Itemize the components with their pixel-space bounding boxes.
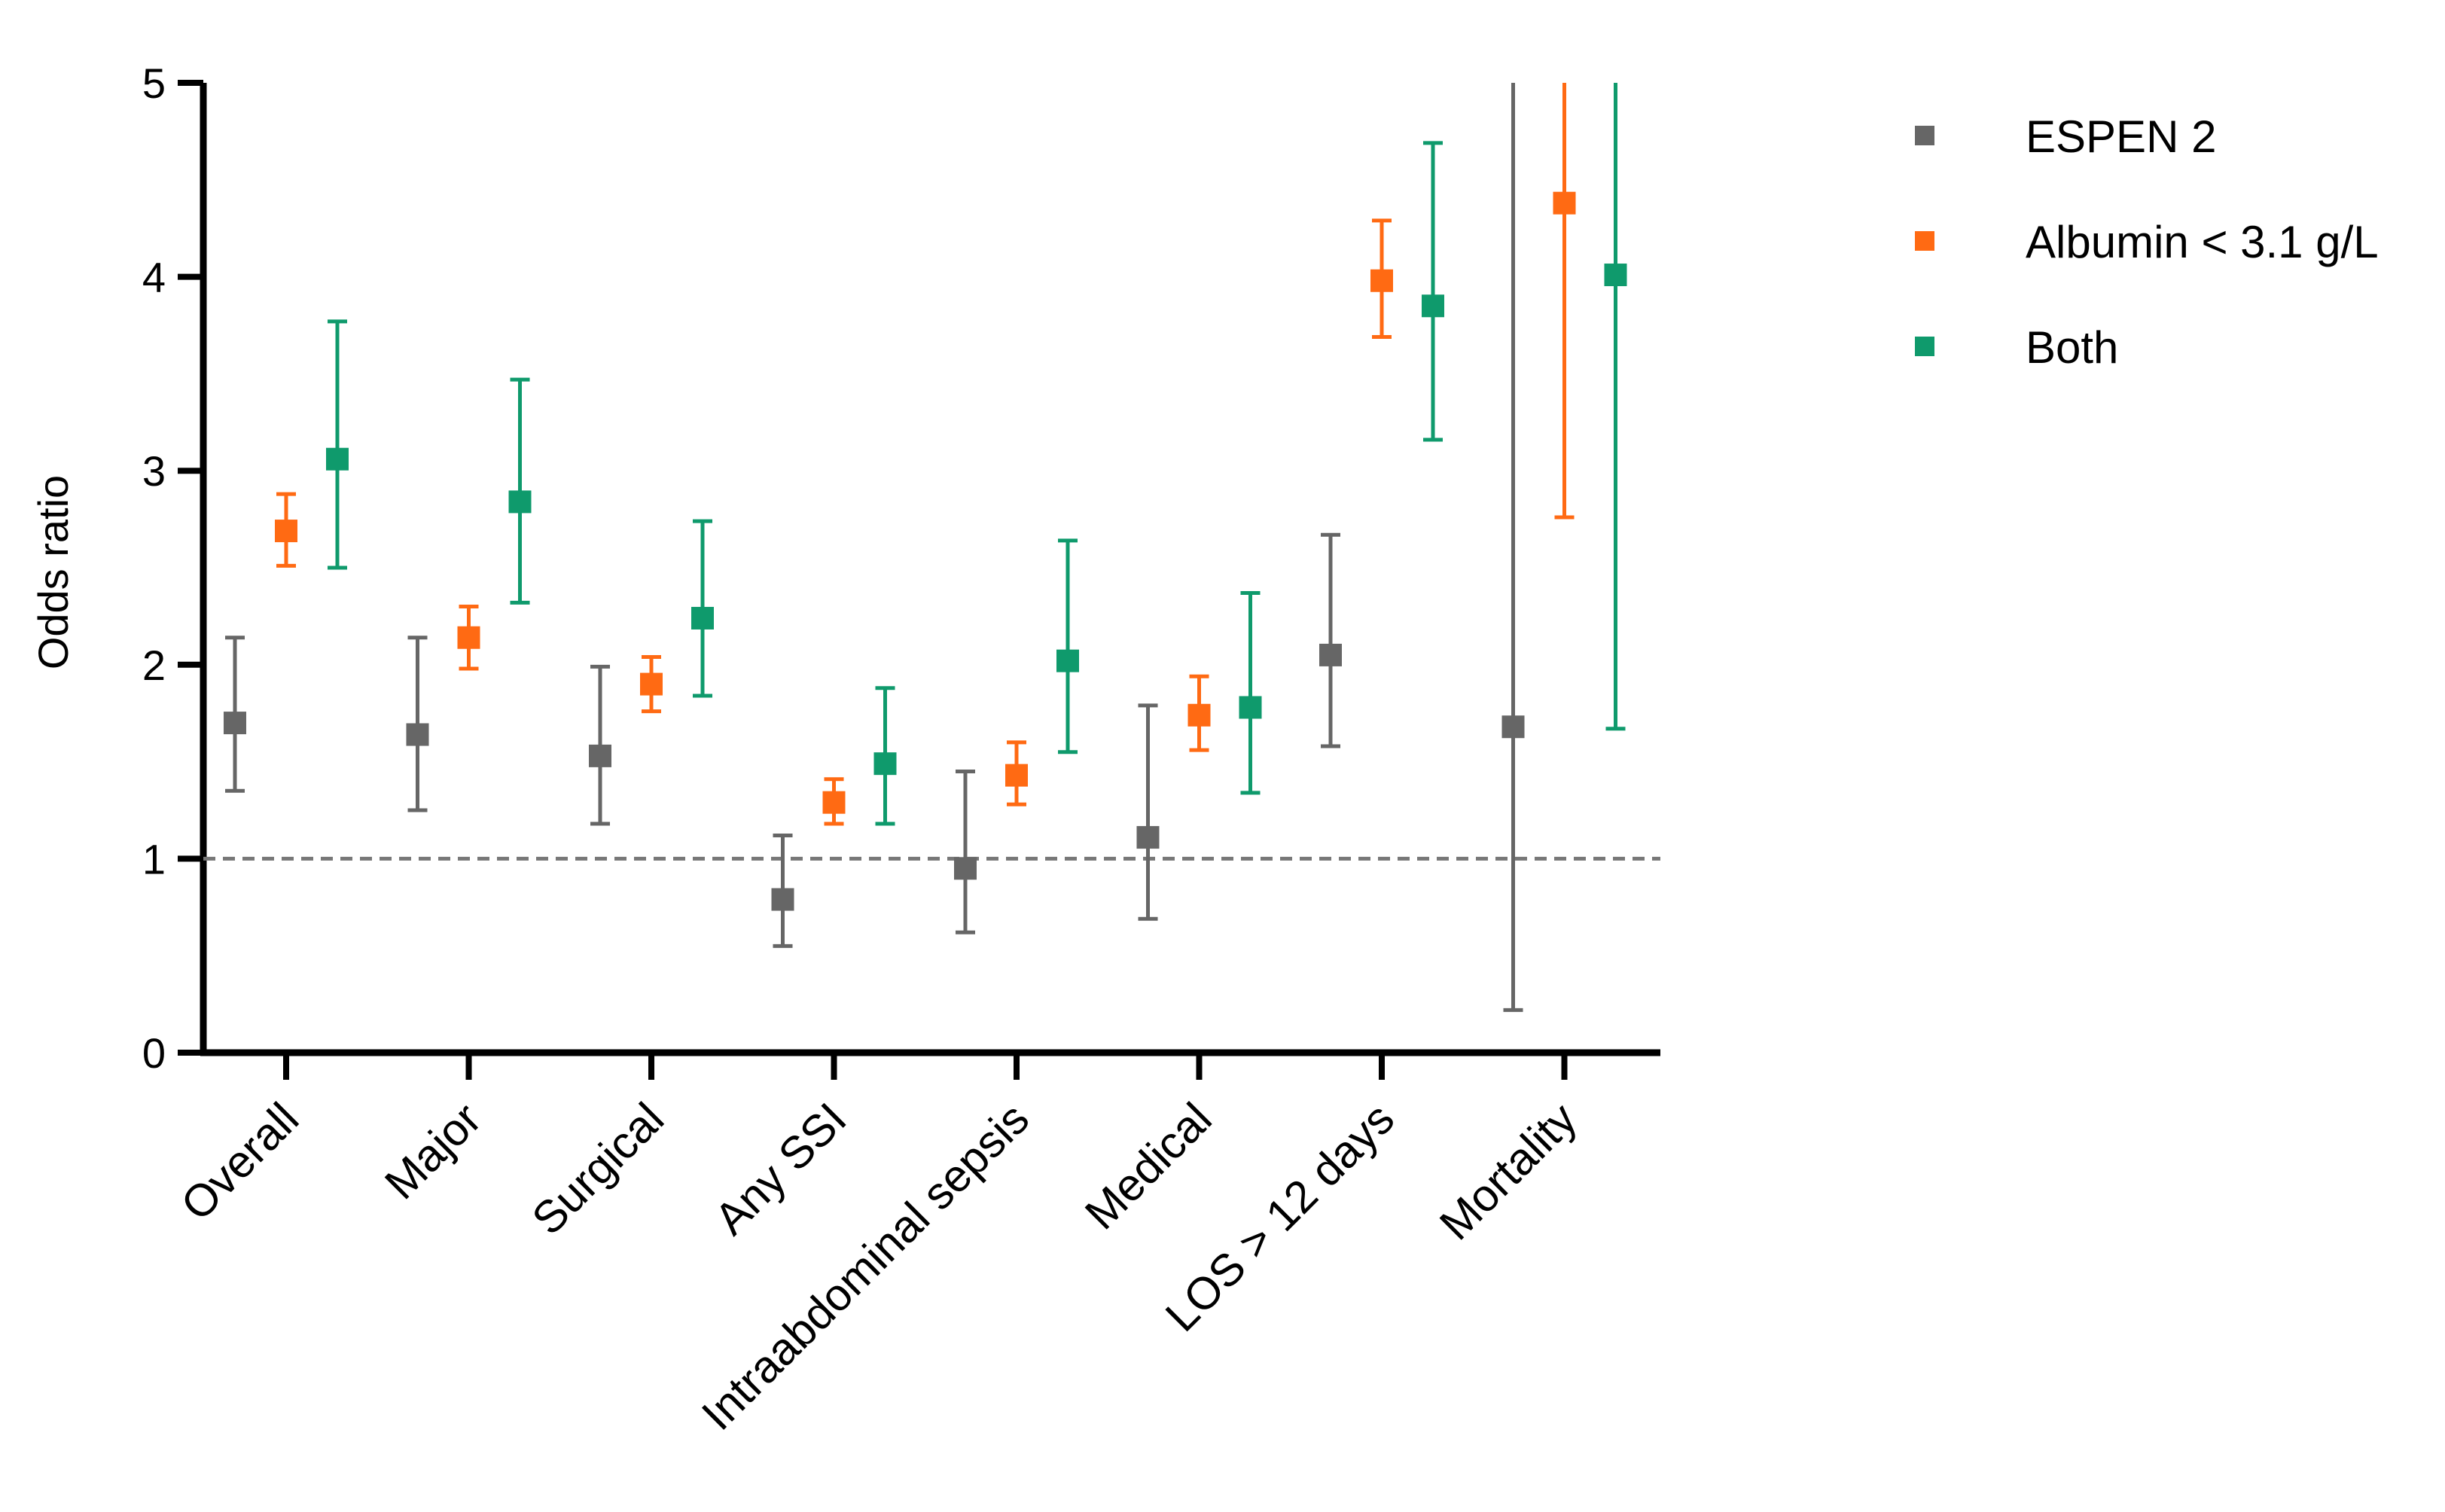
category-label-mortality: Mortality <box>1430 1093 1587 1250</box>
category-label-surgical: Surgical <box>523 1093 674 1245</box>
y-tick-label: 4 <box>142 254 166 301</box>
category-labels: Overall Major Surgical Any SSIIntraabdomina… <box>171 1093 1586 1440</box>
point-marker <box>1370 269 1393 292</box>
category-label-major: Major <box>375 1093 490 1209</box>
y-tick-label: 3 <box>142 447 166 495</box>
point-marker <box>224 712 246 735</box>
legend-label-espen-2: ESPEN 2 <box>2026 111 2216 162</box>
point-marker <box>1501 715 1525 739</box>
y-axis-title: Odds ratio <box>29 475 77 669</box>
point-marker <box>1136 826 1160 849</box>
series-espen-2 <box>224 83 1525 1012</box>
y-tick-label: 5 <box>142 59 166 107</box>
axes: 0 1 2 3 4 5 <box>142 59 1660 1080</box>
category-label-overall: Overall <box>171 1093 308 1230</box>
point-marker <box>1422 294 1444 318</box>
point-marker <box>873 752 897 776</box>
legend-swatch-both <box>1915 337 1934 356</box>
point-marker <box>771 888 794 911</box>
series-both <box>326 83 1627 826</box>
point-marker <box>640 672 663 696</box>
point-marker <box>1187 703 1211 727</box>
point-marker <box>1056 649 1079 672</box>
category-label-intraabdominal-sepsis: Intraabdominal sepsis <box>692 1093 1038 1440</box>
point-marker <box>1239 696 1262 719</box>
y-tick-label: 1 <box>142 835 166 883</box>
legend-swatch-albumin-3-1-g-l <box>1915 231 1934 251</box>
category-label-medical: Medical <box>1075 1093 1221 1239</box>
series-albumin-3-1-g-l <box>275 83 1576 826</box>
point-marker <box>1319 643 1342 666</box>
category-label-any-ssi: Any SSI <box>705 1093 856 1245</box>
point-marker <box>1604 264 1627 287</box>
point-marker <box>589 744 611 767</box>
point-marker <box>275 520 297 543</box>
legend: ESPEN 2 Albumin < 3.1 g/L Both <box>1915 111 2379 373</box>
legend-swatch-espen-2 <box>1915 126 1934 145</box>
point-marker <box>457 626 480 649</box>
legend-label-albumin-3-1-g-l: Albumin < 3.1 g/L <box>2026 217 2379 267</box>
point-marker <box>954 857 977 880</box>
point-marker <box>691 606 714 629</box>
point-marker <box>326 447 349 471</box>
series-group <box>224 83 1627 1012</box>
point-marker <box>508 490 532 514</box>
legend-label-both: Both <box>2026 322 2118 373</box>
point-marker <box>1005 764 1028 787</box>
point-marker <box>1553 191 1576 215</box>
y-tick-label: 0 <box>142 1029 166 1077</box>
point-marker <box>822 791 846 814</box>
point-marker <box>406 723 429 746</box>
y-tick-label: 2 <box>142 642 166 689</box>
